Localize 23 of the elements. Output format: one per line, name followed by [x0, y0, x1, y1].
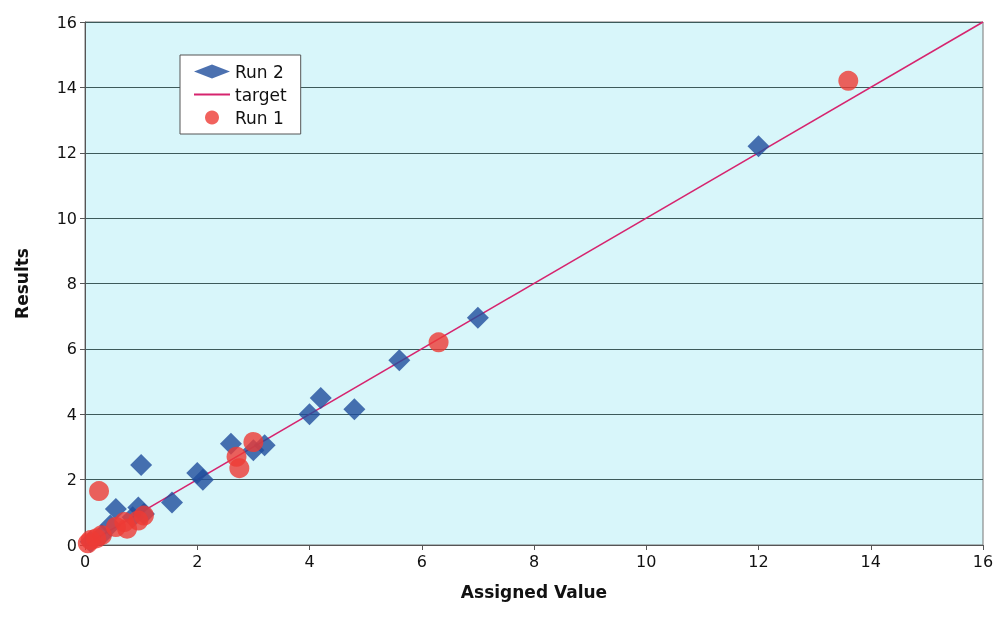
x-tick-label: 2	[192, 551, 203, 571]
x-tick-label: 12	[748, 551, 769, 571]
y-tick-label: 12	[56, 143, 77, 163]
legend-label: Run 2	[235, 61, 284, 82]
y-tick-label: 0	[66, 535, 77, 555]
y-tick-label: 4	[66, 404, 77, 424]
x-tick-label: 8	[528, 551, 540, 571]
x-tick-label: 14	[860, 551, 881, 571]
y-tick-label: 14	[56, 77, 77, 97]
legend-label: Run 1	[235, 107, 284, 128]
legend-label: target	[235, 84, 288, 105]
y-tick-label: 2	[66, 470, 77, 490]
y-tick-label: 16	[56, 12, 77, 32]
y-axis-title: Results	[11, 248, 32, 319]
x-axis-title: Assigned Value	[460, 581, 608, 602]
x-tick-label: 4	[304, 551, 315, 571]
y-tick-label: 8	[66, 274, 77, 293]
x-tick-label: 16	[972, 551, 994, 571]
y-tick-label: 10	[56, 208, 77, 228]
y-tick-label: 6	[66, 339, 77, 359]
x-tick-label: 10	[636, 551, 657, 571]
x-tick-label: 0	[79, 551, 91, 571]
x-tick-label: 6	[416, 551, 427, 571]
